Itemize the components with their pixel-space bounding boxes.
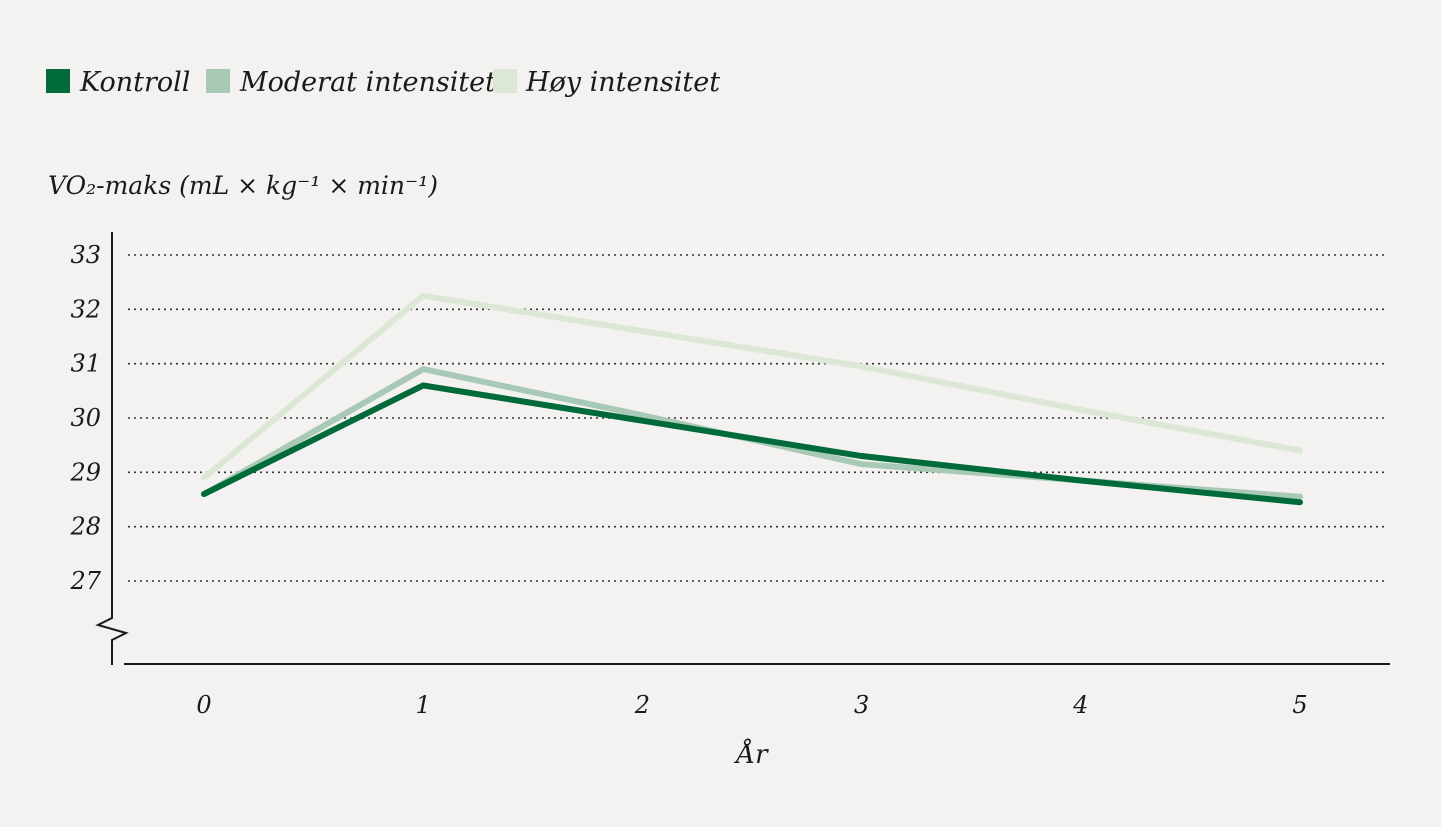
legend-swatch-hoy (493, 69, 517, 93)
x-tick-label: 1 (416, 691, 431, 719)
legend-swatch-moderat (206, 69, 230, 93)
series-line-kontroll (201, 382, 1303, 506)
series-lines (201, 292, 1303, 506)
y-axis-line (95, 232, 129, 665)
y-tick-labels: 27 28 29 30 31 32 33 (69, 241, 101, 595)
x-tick-label: 4 (1072, 691, 1088, 719)
x-tick-label: 3 (854, 691, 869, 719)
legend-label-kontroll: Kontroll (79, 67, 190, 98)
x-axis-title: År (733, 738, 769, 770)
y-tick-label: 32 (70, 295, 101, 323)
series-line-moderat-intensitet (201, 366, 1303, 500)
gridlines (128, 254, 1386, 582)
y-tick-label: 29 (69, 458, 101, 486)
y-tick-label: 33 (70, 241, 101, 269)
series-line-høy-intensitet (201, 292, 1303, 481)
legend: Kontroll Moderat intensitet Høy intensit… (46, 67, 720, 98)
legend-swatch-kontroll (46, 69, 70, 93)
x-tick-label: 5 (1292, 691, 1307, 719)
x-tick-label: 2 (634, 691, 650, 719)
y-tick-label: 27 (69, 567, 101, 595)
legend-label-moderat: Moderat intensitet (239, 67, 496, 98)
x-tick-labels: 0 1 2 3 4 5 (196, 691, 1307, 719)
y-axis-title: VO₂-maks (mL × kg⁻¹ × min⁻¹) (48, 171, 438, 200)
x-tick-label: 0 (196, 691, 211, 719)
y-tick-label: 28 (69, 513, 101, 541)
y-tick-label: 30 (70, 404, 101, 432)
y-tick-label: 31 (70, 350, 101, 378)
legend-label-hoy: Høy intensitet (525, 67, 720, 98)
